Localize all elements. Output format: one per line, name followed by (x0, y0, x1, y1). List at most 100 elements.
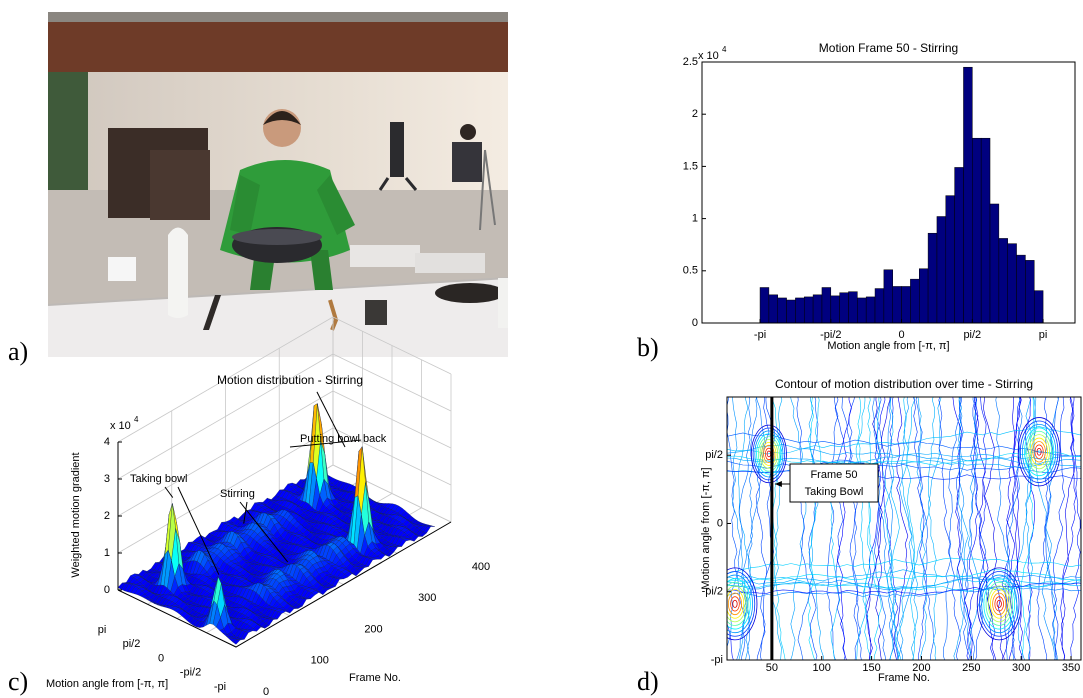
x-tick-label: 50 (766, 662, 778, 674)
x-tick-label: pi/2 (123, 638, 141, 650)
contour-line (865, 397, 891, 660)
x-tick-label: 250 (962, 662, 980, 674)
contour-line (943, 397, 962, 660)
contour-ring (727, 574, 753, 634)
contour-line (727, 444, 1081, 465)
contour-line (727, 569, 1081, 588)
contour-ring (981, 574, 1018, 634)
contour-line (1020, 397, 1035, 660)
contour-line (873, 397, 887, 660)
contour-ring (987, 585, 1011, 623)
annotation-arrow (316, 391, 346, 448)
contour-line (807, 397, 817, 660)
annotation: Putting bowl back (300, 433, 387, 445)
bar (839, 292, 849, 324)
contour-line (911, 397, 925, 660)
contour-line (886, 397, 903, 660)
z-tick-label: 1 (104, 547, 110, 559)
bar (768, 294, 778, 324)
surface-patch (232, 639, 241, 645)
bar (795, 297, 805, 324)
contour-line (979, 397, 996, 660)
contour-line (1025, 397, 1035, 660)
y-tick-label: 1.5 (683, 160, 698, 172)
contour-line (836, 397, 852, 660)
contour-line (814, 397, 841, 660)
photo (48, 12, 508, 357)
contour-ring (727, 592, 742, 616)
bar (874, 288, 885, 324)
contour-ring (763, 444, 775, 463)
bar (963, 66, 973, 324)
contour-line (876, 397, 899, 660)
contour-line (953, 397, 969, 660)
annotation-arrow (289, 439, 362, 448)
contour-line (731, 397, 751, 660)
contour-line (864, 397, 872, 660)
contour-line (857, 397, 882, 660)
annotation-arrow (164, 486, 174, 498)
bar (1007, 243, 1017, 324)
contour-ring (994, 596, 1005, 612)
x-tick-label: 350 (1062, 662, 1080, 674)
bar (1016, 254, 1026, 324)
contour-line (972, 397, 987, 660)
y-multiplier-exponent: 4 (722, 45, 727, 54)
contour-line (855, 397, 867, 660)
x-axis-label: Motion angle from [-π, π] (46, 678, 168, 690)
contour-ring (727, 581, 749, 626)
annotation: Taking bowl (130, 473, 187, 485)
contour-line (1012, 397, 1023, 660)
bar (830, 295, 840, 324)
contour-line (952, 397, 973, 660)
contour-ring (985, 581, 1013, 626)
bar (910, 278, 920, 324)
y-tick-label: 0.5 (683, 265, 698, 277)
x-tick-label: 150 (862, 662, 880, 674)
contour-ring (1024, 427, 1055, 477)
contour-ring (1036, 447, 1042, 456)
x-axis-label: Frame No. (878, 672, 930, 684)
panel-label: d) (637, 667, 659, 696)
contour-line (826, 397, 839, 660)
contour-line (796, 397, 818, 660)
contour-line (727, 468, 1081, 480)
annotation: Stirring (220, 488, 255, 500)
contour-ring (732, 599, 738, 608)
y-axis-label: Motion angle from [-π, π] (700, 467, 712, 589)
bar (804, 296, 814, 324)
annotation-arrowhead (774, 481, 782, 487)
x-tick-label: 0 (899, 329, 905, 341)
axes-background (727, 397, 1081, 660)
contour-ring (992, 592, 1007, 616)
contour-ring (730, 596, 740, 612)
contour-line (727, 576, 1081, 589)
floor-axes (117, 521, 452, 648)
contour-line (727, 586, 1081, 598)
contour-line (913, 397, 928, 660)
bar (980, 137, 991, 324)
contour-ring (1017, 417, 1061, 487)
bar (1025, 260, 1035, 324)
annotation: Taking Bowl (805, 486, 864, 498)
contour-line (1036, 397, 1049, 660)
y-tick-label: 2 (692, 108, 698, 120)
contours (727, 397, 1081, 660)
surface (117, 403, 435, 645)
annotation-arrow (177, 486, 220, 575)
contour-line (808, 397, 825, 660)
bar (927, 232, 938, 324)
bar (919, 268, 929, 324)
contour-line (727, 426, 1081, 455)
axes-box (726, 396, 1082, 661)
x-tick-label: 300 (1012, 662, 1030, 674)
contour-line (747, 397, 758, 660)
contour-ring (727, 578, 751, 630)
contour-line (915, 397, 935, 660)
contour-line (1060, 397, 1077, 660)
annotation-arrow (243, 501, 248, 524)
z-multiplier-exponent: 4 (134, 415, 139, 424)
contour-ring (1030, 437, 1048, 466)
